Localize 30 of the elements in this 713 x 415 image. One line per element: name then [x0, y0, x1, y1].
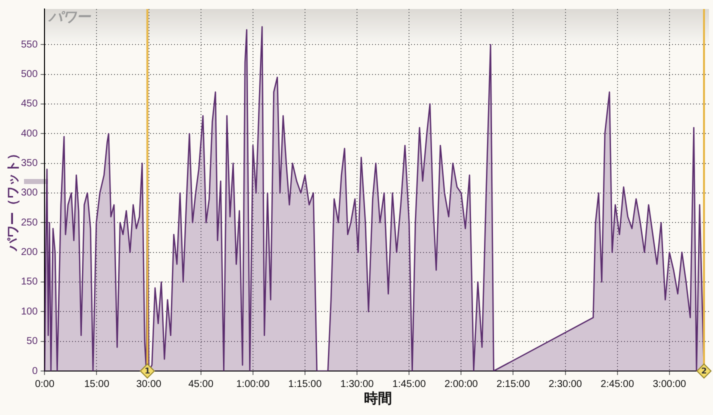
y-tick-label: 450: [20, 98, 38, 110]
y-tick-label: 250: [20, 217, 38, 228]
y-tick-label: 150: [20, 276, 38, 288]
x-tick-label: 1:45:00: [392, 378, 426, 390]
y-tick-label: 550: [20, 39, 38, 50]
y-tick-label: 100: [20, 306, 38, 318]
y-tick-label: 300: [20, 188, 38, 199]
x-tick-label: 1:30:00: [340, 378, 374, 390]
y-tick-label: 0: [32, 366, 38, 377]
annotation: 1: [144, 366, 151, 376]
x-tick-label: 2:45:00: [600, 378, 634, 390]
x-tick-label: 1:00:00: [236, 378, 270, 390]
x-tick-label: 2:00:00: [444, 378, 478, 390]
y-tick-label: 200: [20, 247, 38, 258]
y-tick-label: 350: [20, 158, 38, 170]
annotation: 2: [701, 366, 707, 376]
x-tick-label: 15:00: [84, 378, 110, 390]
y-tick-label: 500: [20, 69, 38, 80]
y-tick-label: 400: [20, 128, 38, 140]
y-axis-title: パワー（ワット）: [5, 146, 22, 254]
x-tick-label: 2:30:00: [548, 378, 582, 390]
x-tick-label: 30:00: [136, 378, 162, 390]
x-axis-title: 時間: [363, 390, 393, 408]
x-tick-label: 45:00: [188, 378, 214, 390]
x-tick-label: 1:15:00: [288, 378, 322, 390]
x-tick-label: 3:00:00: [652, 378, 687, 390]
x-tick-label: 0:00: [34, 378, 55, 390]
chart-title: パワー: [48, 10, 92, 26]
y-tick-label: 50: [26, 336, 38, 348]
x-tick-label: 2:15:00: [496, 378, 530, 390]
